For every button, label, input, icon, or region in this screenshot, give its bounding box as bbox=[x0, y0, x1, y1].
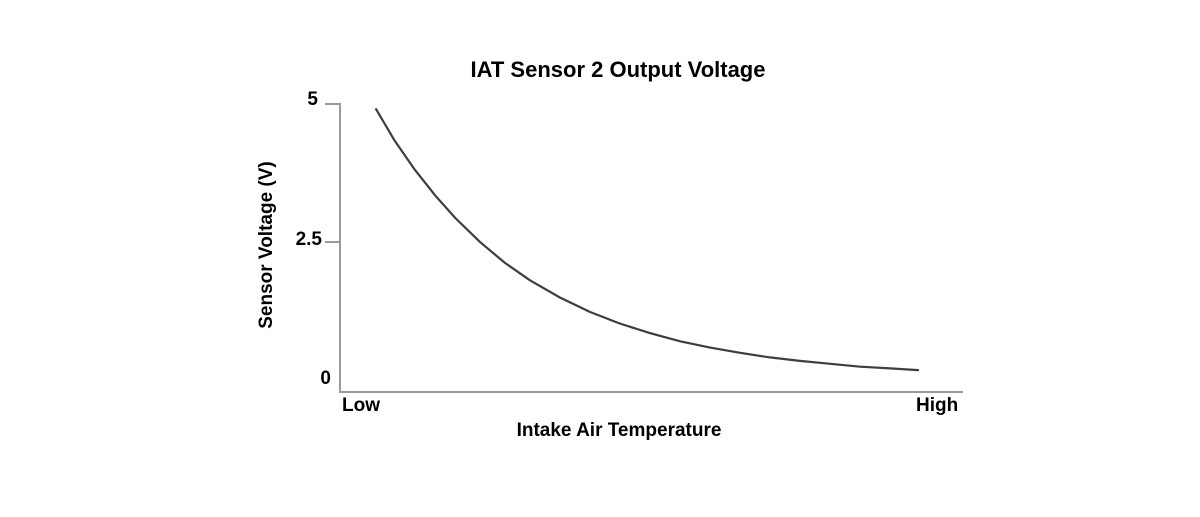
x-tick-label-low: Low bbox=[342, 395, 380, 416]
x-axis-label: Intake Air Temperature bbox=[516, 420, 722, 441]
chart-title: IAT Sensor 2 Output Voltage bbox=[470, 57, 766, 82]
y-tick-label-5: 5 bbox=[307, 89, 318, 110]
x-tick-label-high: High bbox=[916, 395, 959, 416]
y-tick-label-0: 0 bbox=[320, 368, 331, 389]
y-tick-label-2-5: 2.5 bbox=[295, 229, 322, 250]
voltage-curve bbox=[375, 108, 920, 372]
